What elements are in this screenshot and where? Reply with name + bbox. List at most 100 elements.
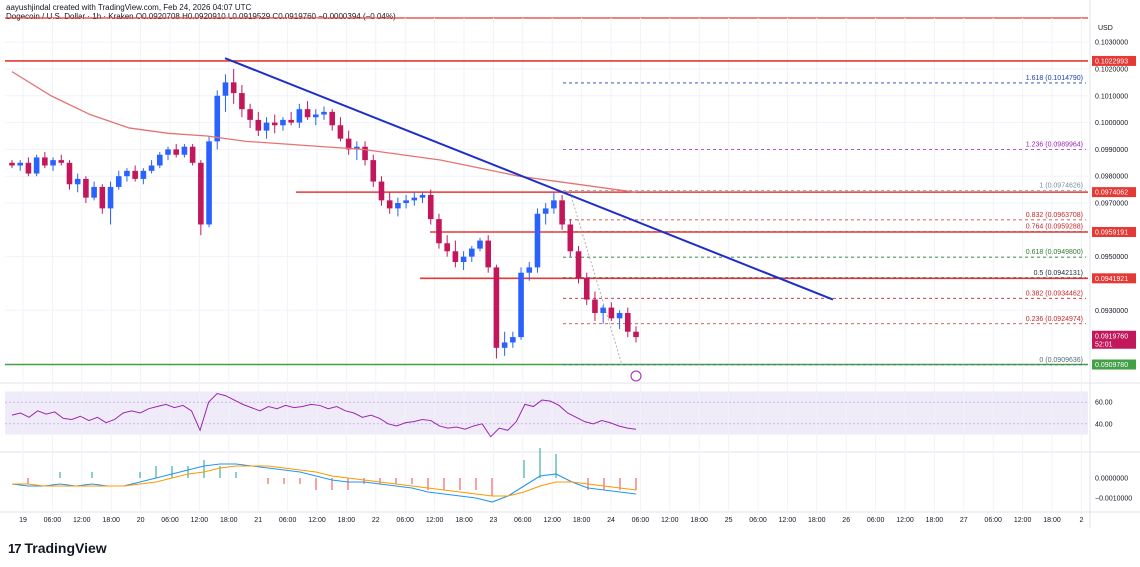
y-tick-label: 0.0990000	[1095, 147, 1128, 154]
currency-label: USD	[1098, 25, 1113, 32]
candle-body	[600, 307, 606, 313]
candle-body	[312, 114, 319, 118]
candle-body	[255, 119, 262, 131]
candle-body	[288, 119, 294, 123]
x-tick-label: 06:00	[279, 517, 297, 524]
candle-body	[304, 109, 311, 118]
y-tick-label: 0.0930000	[1095, 308, 1128, 315]
candle-body	[575, 251, 582, 279]
x-tick-label: 22	[372, 517, 380, 524]
candle-body	[542, 208, 549, 214]
candle-body	[50, 160, 56, 166]
candle-body	[567, 224, 574, 252]
x-tick-label: 18:00	[690, 517, 708, 524]
macd-tick-label: −0.0010000	[1095, 496, 1132, 503]
candle-body	[173, 149, 180, 155]
candle-body	[83, 178, 89, 198]
price-level-badge	[1092, 273, 1136, 284]
x-tick-label: 18:00	[338, 517, 356, 524]
candle-body	[107, 186, 114, 209]
candle-body	[501, 342, 508, 348]
ohlc-readout: O0.0920708 H0.0920910 L0.0919529 C0.0919…	[135, 12, 396, 21]
candle-body	[477, 240, 483, 249]
price-level-value: 0.0909780	[1095, 362, 1128, 369]
price-level-badge	[1092, 55, 1136, 66]
fib-level-label: 0.236 (0.0924974)	[1026, 316, 1083, 323]
x-tick-label: 27	[960, 517, 968, 524]
x-tick-label: 06:00	[749, 517, 767, 524]
rsi-pane	[5, 393, 1088, 438]
x-tick-label: 12:00	[896, 517, 914, 524]
candle-body	[362, 146, 368, 161]
signal-line	[12, 465, 637, 497]
fib-level-label: 0.764 (0.0959288)	[1026, 224, 1083, 231]
candle-body	[510, 337, 516, 343]
macd-line	[11, 463, 637, 503]
price-level-value: 0.0959191	[1095, 230, 1128, 237]
candle-body	[66, 162, 73, 185]
y-tick-label: 0.1030000	[1095, 40, 1128, 47]
candle-body	[608, 307, 615, 319]
current-price-value: 0.0919760	[1095, 334, 1128, 341]
candle-body	[99, 186, 106, 209]
candle-body	[148, 165, 155, 171]
rsi-line	[11, 393, 637, 438]
candle-body	[395, 203, 401, 209]
fib-level-label: 0.382 (0.0934462)	[1026, 290, 1083, 297]
candle-body	[559, 200, 565, 225]
bar-countdown: 52:01	[1095, 342, 1113, 349]
candle-body	[518, 272, 524, 338]
rsi-tick-label: 60.00	[1095, 400, 1113, 407]
x-tick-label: 18:00	[455, 517, 473, 524]
candle-body	[583, 278, 590, 300]
candle-body	[419, 194, 426, 198]
grid-lines	[5, 18, 1088, 512]
candle-body	[189, 146, 196, 163]
candle-body	[263, 122, 270, 131]
candle-body	[493, 267, 500, 348]
y-tick-label: 0.1000000	[1095, 120, 1128, 127]
candle-body	[58, 160, 65, 163]
x-tick-label: 06:00	[514, 517, 532, 524]
tradingview-logo[interactable]: 17 TradingView	[8, 540, 107, 556]
x-tick-label: 18:00	[573, 517, 591, 524]
candle-body	[403, 200, 409, 204]
x-tick-label: 06:00	[44, 517, 62, 524]
macd-pane	[11, 448, 637, 503]
candle-body	[633, 331, 639, 338]
x-tick-label: 18:00	[926, 517, 944, 524]
overlays	[11, 57, 834, 382]
pane-backgrounds	[0, 0, 1140, 528]
x-tick-label: 25	[725, 517, 733, 524]
candle-body	[411, 197, 418, 201]
candle-body	[444, 243, 450, 252]
x-tick-label: 20	[137, 517, 145, 524]
x-tick-label: 12:00	[426, 517, 444, 524]
fib-level-label: 0.832 (0.0963708)	[1026, 212, 1083, 219]
chart-header: aayushjindal created with TradingView.co…	[6, 3, 396, 21]
rsi-tick-label: 40.00	[1095, 421, 1113, 428]
alert-icon	[630, 370, 642, 382]
x-tick-label: 18:00	[1043, 517, 1061, 524]
macd-tick-label: 0.0000000	[1095, 476, 1128, 483]
moving-average-line	[11, 71, 637, 193]
candle-body	[115, 176, 122, 187]
x-tick-label: 18:00	[220, 517, 238, 524]
candle-body	[124, 170, 130, 177]
x-tick-label: 12:00	[308, 517, 326, 524]
candle-body	[239, 93, 245, 110]
candlestick-series	[9, 68, 639, 359]
x-tick-label: 12:00	[191, 517, 209, 524]
candle-body	[42, 157, 48, 166]
price-level-value: 0.0974062	[1095, 190, 1128, 197]
candle-body	[271, 122, 278, 126]
candle-body	[214, 95, 221, 142]
candle-body	[165, 149, 171, 155]
candle-body	[616, 312, 623, 319]
candle-body	[370, 160, 377, 182]
x-tick-label: 23	[490, 517, 498, 524]
x-tick-label: 18:00	[102, 517, 120, 524]
candle-body	[222, 82, 229, 96]
x-tick-label: 12:00	[543, 517, 561, 524]
